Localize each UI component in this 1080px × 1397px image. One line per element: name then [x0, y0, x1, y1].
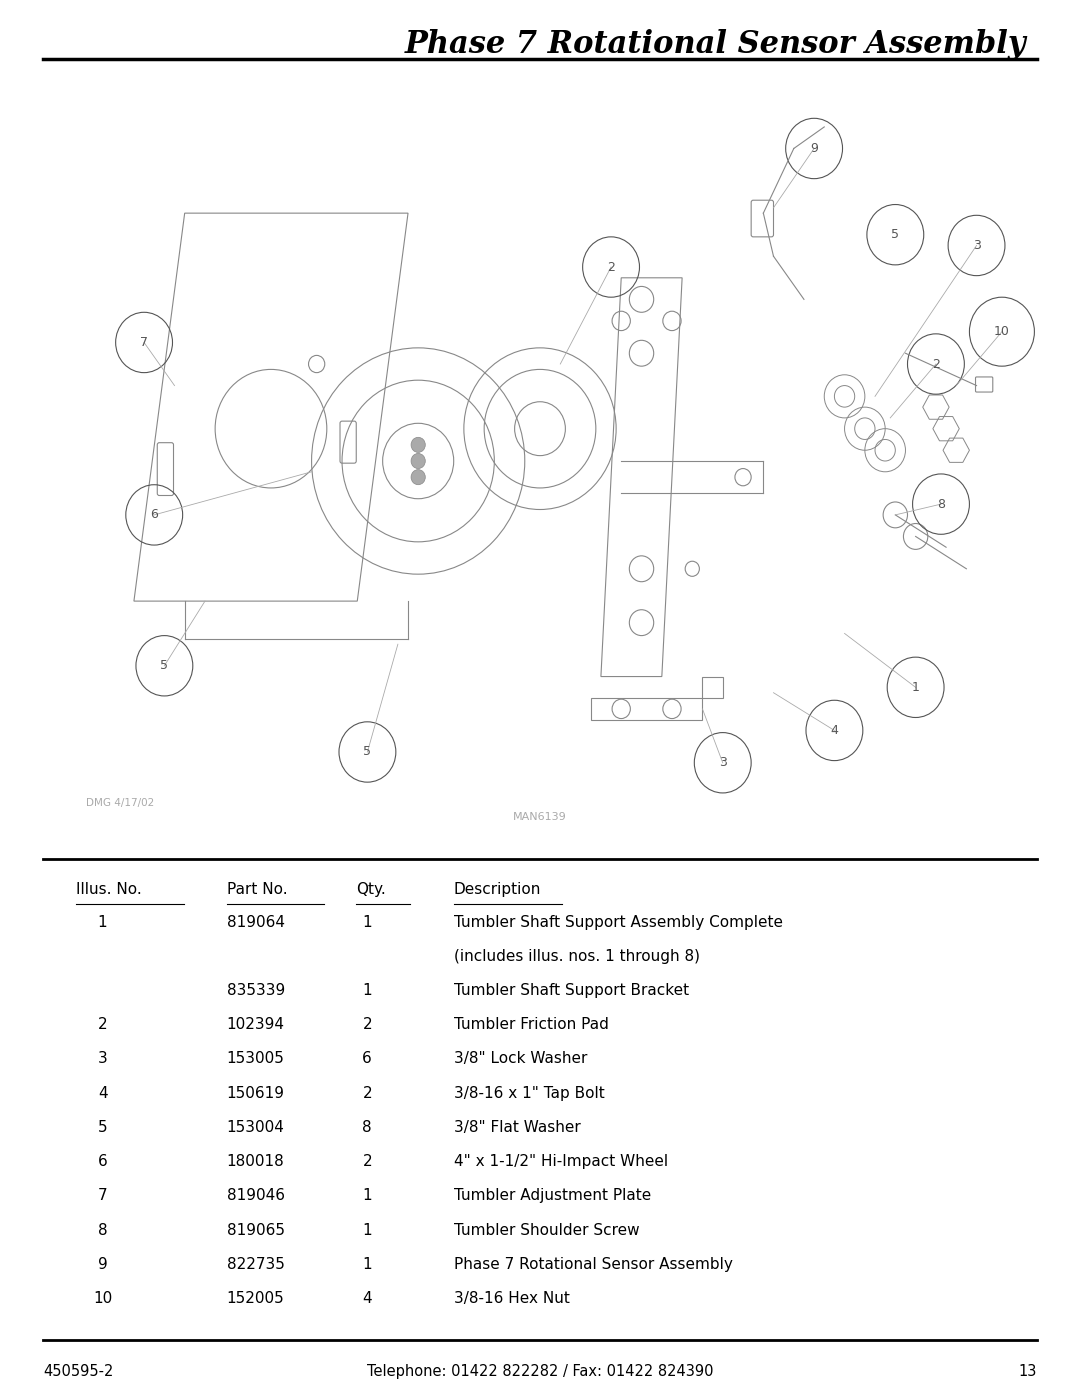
Text: 1: 1 [363, 983, 372, 997]
Text: 13: 13 [1018, 1365, 1037, 1379]
Text: Part No.: Part No. [227, 883, 287, 897]
Text: 8: 8 [98, 1222, 107, 1238]
Text: 7: 7 [140, 335, 148, 349]
Text: 5: 5 [363, 746, 372, 759]
Text: 6: 6 [150, 509, 158, 521]
Text: Tumbler Friction Pad: Tumbler Friction Pad [454, 1017, 608, 1032]
Text: 822735: 822735 [227, 1257, 285, 1271]
Text: 1: 1 [363, 1189, 372, 1203]
Text: 2: 2 [363, 1017, 372, 1032]
Text: 9: 9 [810, 142, 818, 155]
Text: 819065: 819065 [227, 1222, 285, 1238]
Text: 6: 6 [97, 1154, 108, 1169]
Text: Tumbler Shaft Support Bracket: Tumbler Shaft Support Bracket [454, 983, 689, 997]
Circle shape [411, 454, 426, 468]
Text: 5: 5 [160, 659, 168, 672]
Text: 150619: 150619 [227, 1085, 285, 1101]
Text: 3: 3 [719, 756, 727, 770]
Text: 3/8" Flat Washer: 3/8" Flat Washer [454, 1120, 580, 1134]
Text: 153004: 153004 [227, 1120, 285, 1134]
Text: 835339: 835339 [227, 983, 285, 997]
Text: 180018: 180018 [227, 1154, 284, 1169]
Text: 1: 1 [363, 1257, 372, 1271]
Text: Qty.: Qty. [356, 883, 387, 897]
Text: 10: 10 [994, 326, 1010, 338]
Text: 819046: 819046 [227, 1189, 285, 1203]
Text: 10: 10 [93, 1291, 112, 1306]
Text: 3/8" Lock Washer: 3/8" Lock Washer [454, 1052, 586, 1066]
Circle shape [411, 469, 426, 485]
Text: 1: 1 [363, 1222, 372, 1238]
Text: Illus. No.: Illus. No. [76, 883, 141, 897]
Text: (includes illus. nos. 1 through 8): (includes illus. nos. 1 through 8) [454, 949, 700, 964]
Text: 8: 8 [363, 1120, 372, 1134]
Text: 2: 2 [363, 1154, 372, 1169]
Text: 3/8-16 Hex Nut: 3/8-16 Hex Nut [454, 1291, 569, 1306]
Text: 450595-2: 450595-2 [43, 1365, 113, 1379]
Text: 2: 2 [607, 260, 615, 274]
Text: 2: 2 [932, 358, 940, 370]
Text: MAN6139: MAN6139 [513, 812, 567, 821]
Text: 4: 4 [363, 1291, 372, 1306]
Text: DMG 4/17/02: DMG 4/17/02 [86, 798, 154, 809]
Text: 3: 3 [97, 1052, 108, 1066]
Text: Tumbler Shaft Support Assembly Complete: Tumbler Shaft Support Assembly Complete [454, 915, 783, 929]
Text: 2: 2 [363, 1085, 372, 1101]
Text: 4" x 1-1/2" Hi-Impact Wheel: 4" x 1-1/2" Hi-Impact Wheel [454, 1154, 667, 1169]
Text: 3/8-16 x 1" Tap Bolt: 3/8-16 x 1" Tap Bolt [454, 1085, 605, 1101]
Text: Tumbler Adjustment Plate: Tumbler Adjustment Plate [454, 1189, 651, 1203]
Text: 152005: 152005 [227, 1291, 284, 1306]
Circle shape [411, 437, 426, 453]
Text: 5: 5 [891, 228, 900, 242]
Text: Description: Description [454, 883, 541, 897]
Text: 3: 3 [973, 239, 981, 251]
Text: 1: 1 [912, 680, 919, 694]
Text: 7: 7 [98, 1189, 107, 1203]
Text: 4: 4 [98, 1085, 107, 1101]
Text: 819064: 819064 [227, 915, 285, 929]
Text: 6: 6 [362, 1052, 373, 1066]
Text: Phase 7 Rotational Sensor Assembly: Phase 7 Rotational Sensor Assembly [404, 29, 1026, 60]
Text: 8: 8 [937, 497, 945, 511]
Text: 2: 2 [98, 1017, 107, 1032]
Text: 1: 1 [98, 915, 107, 929]
Text: 5: 5 [98, 1120, 107, 1134]
Text: Phase 7 Rotational Sensor Assembly: Phase 7 Rotational Sensor Assembly [454, 1257, 732, 1271]
Text: Tumbler Shoulder Screw: Tumbler Shoulder Screw [454, 1222, 639, 1238]
Text: 9: 9 [97, 1257, 108, 1271]
Text: 1: 1 [363, 915, 372, 929]
Text: 4: 4 [831, 724, 838, 738]
Text: Telephone: 01422 822282 / Fax: 01422 824390: Telephone: 01422 822282 / Fax: 01422 824… [367, 1365, 713, 1379]
Text: 102394: 102394 [227, 1017, 285, 1032]
Text: 153005: 153005 [227, 1052, 285, 1066]
